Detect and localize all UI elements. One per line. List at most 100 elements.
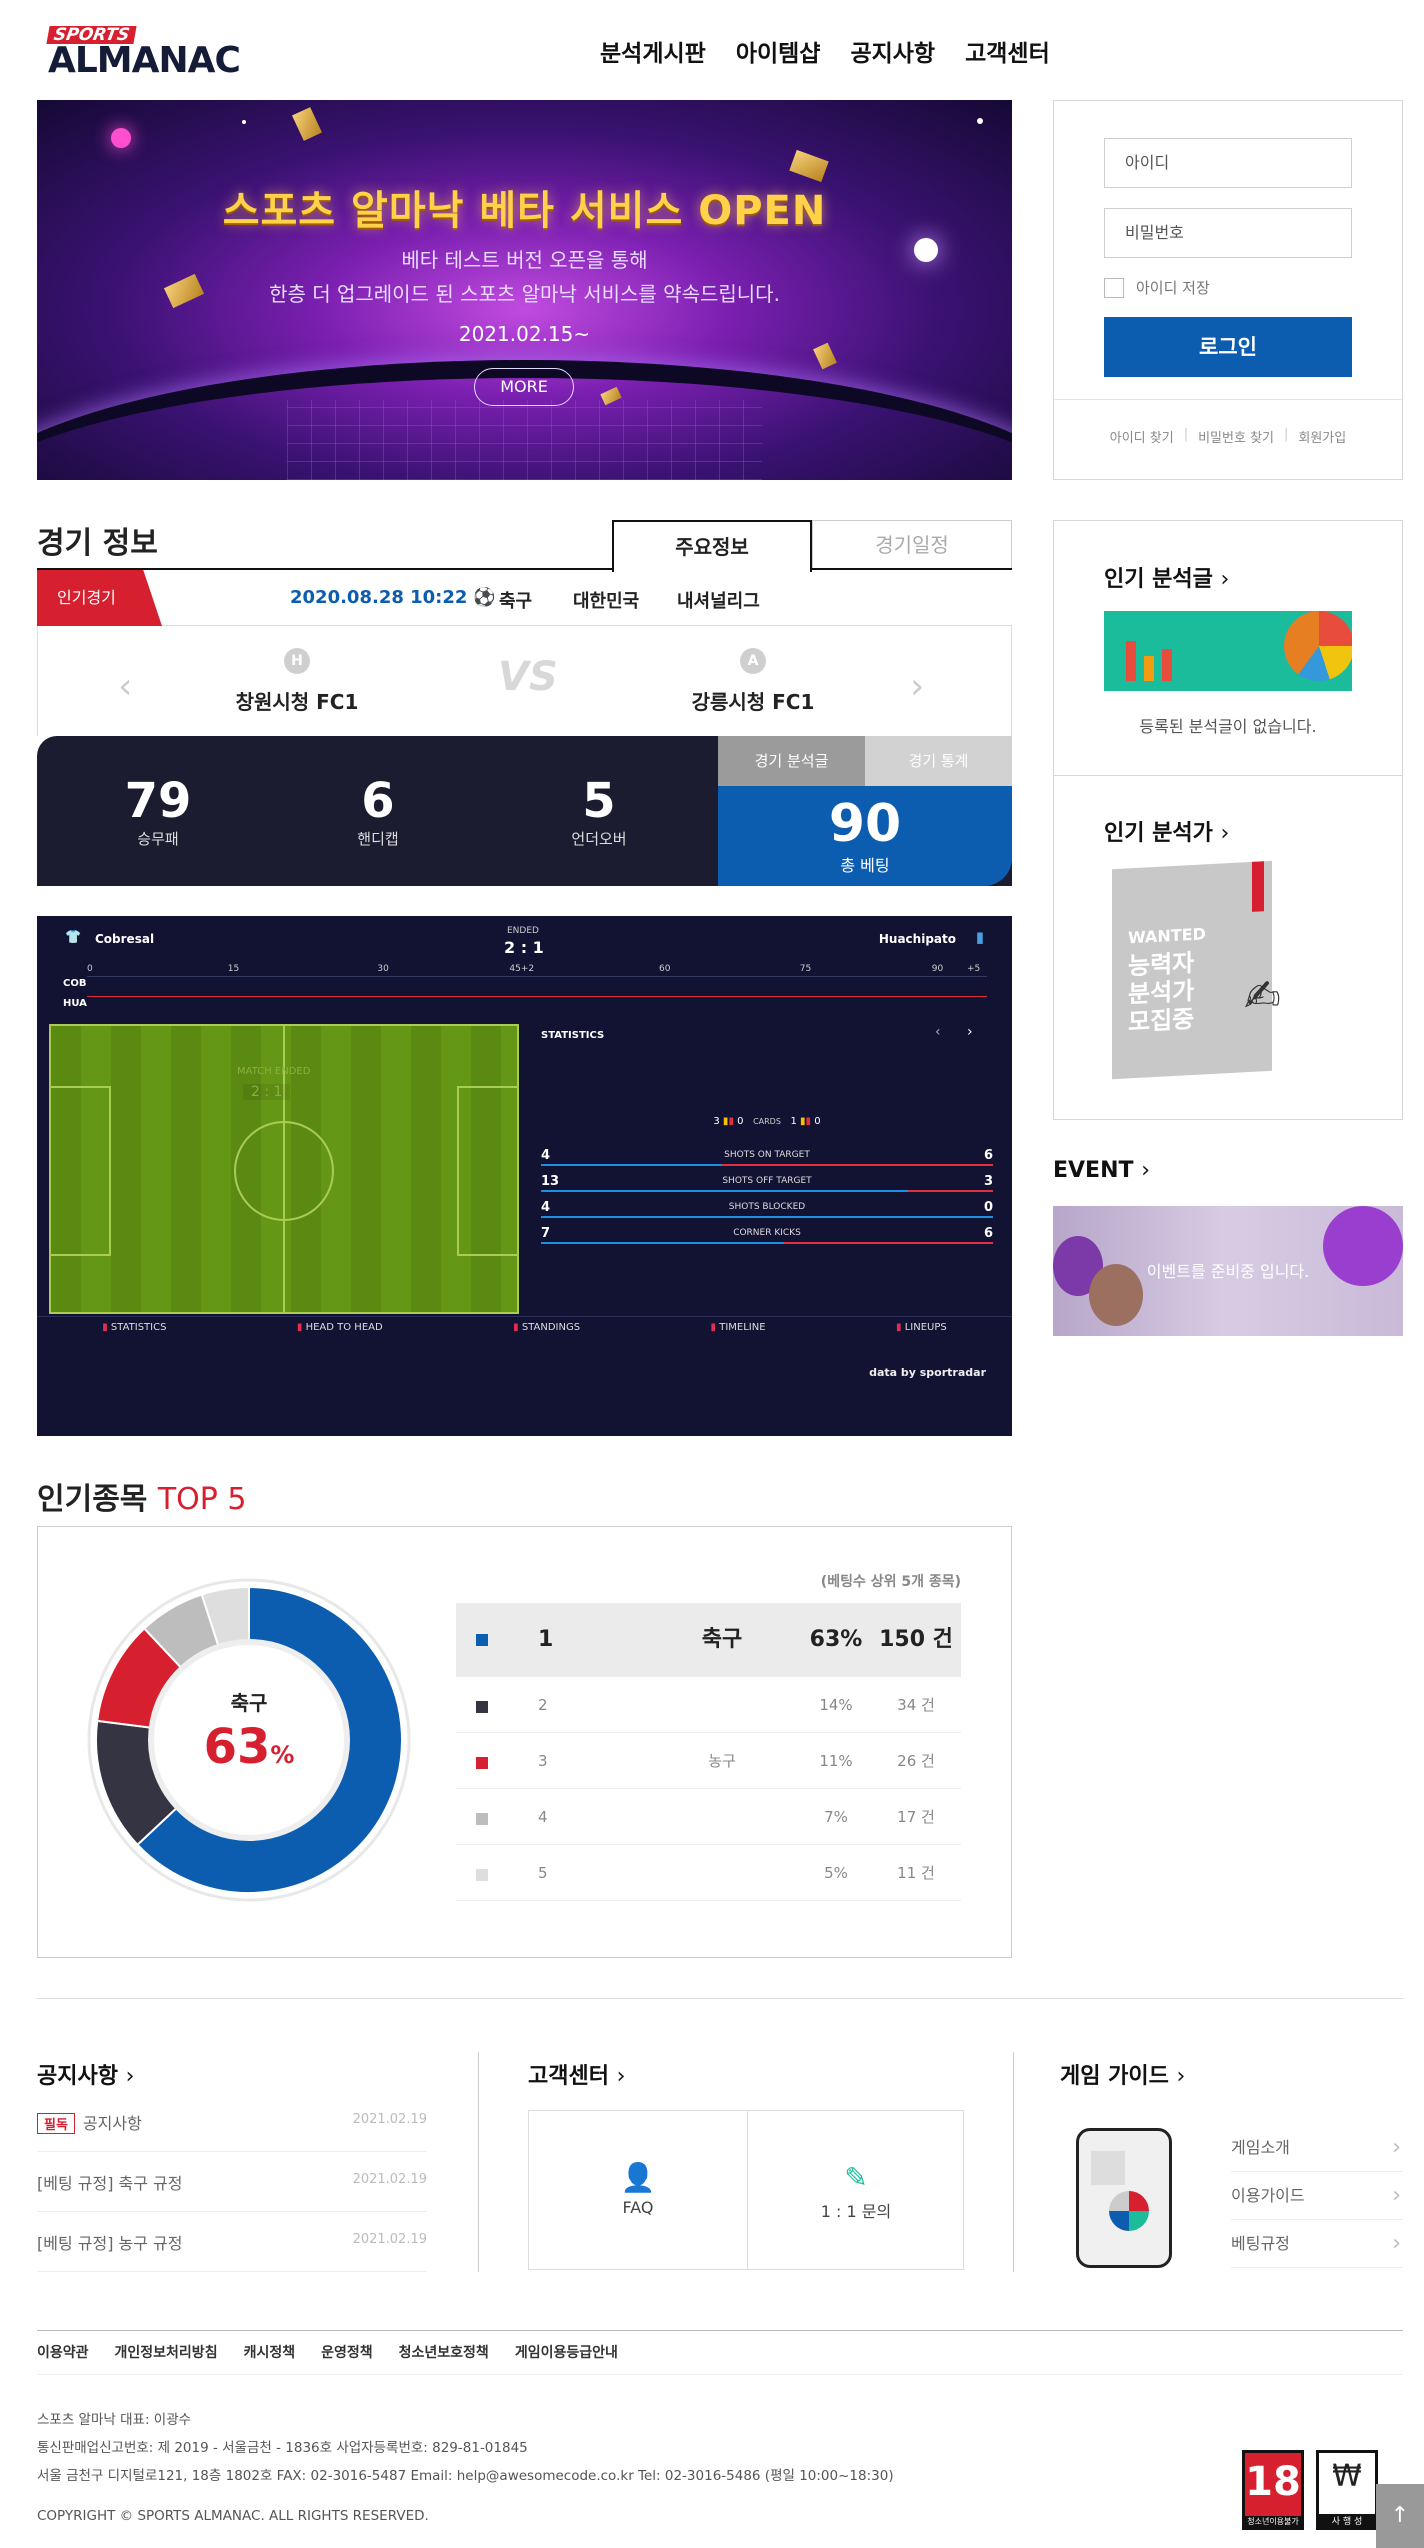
popular-analysts-title[interactable]: 인기 분석가 › [1104,815,1229,847]
privacy-link[interactable]: 개인정보처리방침 [114,2345,218,2361]
tab-underline [37,568,1012,570]
guide-usage-link[interactable]: 이용가이드 [1231,2172,1403,2220]
money-bag-icon: ₩ [1332,2459,1362,2494]
must-read-badge: 필독 [37,2113,75,2134]
chevron-right-icon: › [616,2064,626,2089]
hot-match-badge: 인기경기 [37,570,162,626]
terms-link[interactable]: 이용약관 [37,2345,89,2361]
faq-button[interactable]: 👤 FAQ [529,2111,747,2269]
site-logo[interactable]: SPORTS ALMANAC [46,25,241,81]
total-bet-label: 총 베팅 [840,856,890,875]
match-country: 대한민국 [573,591,640,612]
nav-notice[interactable]: 공지사항 [850,41,936,67]
timeline-tick: 15 [227,964,240,974]
rating-info-link[interactable]: 게임이용등급안내 [514,2345,618,2361]
login-button[interactable]: 로그인 [1104,317,1352,377]
sidebar-panel: 인기 분석글 › 등록된 분석글이 없습니다. 인기 분석가 › WANTED … [1053,520,1403,1120]
timeline-line [87,996,987,997]
nav-customer-center[interactable]: 고객센터 [965,41,1050,67]
widget-tab-standings[interactable]: STANDINGS [513,1322,580,1333]
checkbox-icon[interactable] [1104,277,1124,298]
password-input[interactable]: 비밀번호 [1104,208,1352,258]
home-yellow-cards: 3 [713,1116,720,1127]
donut-outer-ring [87,1578,411,1902]
rank: 3 [538,1752,548,1770]
match-analysis-button[interactable]: 경기 분석글 [718,736,865,786]
qna-button[interactable]: ✎ 1 : 1 문의 [747,2111,965,2269]
notice-item[interactable]: [베팅 규정] 농구 규정 2021.02.19 [37,2212,427,2272]
sport-name: 농구 [708,1752,736,1770]
wanted-poster: WANTED 능력자 분석가 모집중 [1112,860,1272,1080]
event-banner[interactable]: 이벤트를 준비중 입니다. [1053,1206,1403,1336]
age-label: 청소년이용불가 [1245,2516,1301,2527]
business-info: 통신판매업신고번호: 제 2019 - 서울금천 - 1836호 사업자등록번호… [37,2440,528,2456]
guide-betting-rules-link[interactable]: 베팅규정 [1231,2220,1403,2268]
analysis-illustration [1104,611,1352,691]
stats-prev-icon[interactable]: ‹ [935,1024,941,1040]
nav-item-shop[interactable]: 아이템샵 [735,41,821,67]
star-dot [977,118,983,124]
signup-link[interactable]: 회원가입 [1298,431,1347,446]
operation-policy-link[interactable]: 운영정책 [321,2345,373,2361]
event-title[interactable]: EVENT › [1053,1158,1150,1183]
banner-more-button[interactable]: MORE [474,368,574,406]
scroll-top-button[interactable]: ↑ [1376,2484,1424,2548]
nav-analysis-board[interactable]: 분석게시판 [600,41,706,67]
cs-label: 고객센터 [528,2064,609,2089]
guide-intro-link[interactable]: 게임소개 [1231,2124,1403,2172]
timeline-tick: 0 [87,964,93,974]
top5-row[interactable]: 4 7% 17 건 [456,1789,961,1845]
stat-label: SHOTS BLOCKED [728,1202,806,1212]
match-stats-button[interactable]: 경기 통계 [865,736,1012,786]
widget-home-team: Cobresal [95,932,155,946]
rank: 1 [538,1627,554,1652]
notice-item[interactable]: [베팅 규정] 축구 규정 2021.02.19 [37,2152,427,2212]
bet-count: 11 건 [897,1864,935,1882]
separator: | [1183,427,1189,442]
find-id-link[interactable]: 아이디 찾기 [1109,431,1174,446]
wanted-ko: 능력자 분석가 모집중 [1128,948,1195,1037]
donut-hole [157,1648,341,1832]
divider [1054,775,1402,776]
total-bet: 90 총 베팅 [718,796,1012,876]
prev-match-arrow-icon[interactable]: ‹ [118,666,133,707]
youth-policy-link[interactable]: 청소년보호정책 [398,2345,489,2361]
widget-tab-statistics[interactable]: STATISTICS [102,1322,167,1333]
pitch-diagram: MATCH ENDED 2 : 1 [49,1024,519,1314]
save-id-checkbox[interactable]: 아이디 저장 [1104,277,1210,298]
guide-title[interactable]: 게임 가이드 › [1060,2058,1185,2090]
popular-posts-title[interactable]: 인기 분석글 › [1104,561,1229,593]
tab-schedule[interactable]: 경기일정 [812,520,1012,568]
qna-icon: ✎ [844,2161,868,2194]
stat-home-bar [541,1242,785,1244]
main-nav: 분석게시판 아이템샵 공지사항 고객센터 [600,34,1050,68]
top5-row[interactable]: 5 5% 11 건 [456,1845,961,1901]
next-match-arrow-icon[interactable]: › [910,666,925,707]
confetti [813,342,837,370]
notice-item[interactable]: 필독 공지사항 2021.02.19 [37,2092,427,2152]
username-input[interactable]: 아이디 [1104,138,1352,188]
footer-links: 이용약관 개인정보처리방침 캐시정책 운영정책 청소년보호정책 게임이용등급안내 [37,2342,618,2362]
cs-title[interactable]: 고객센터 › [528,2058,625,2090]
stat-win-draw-lose: 79 승무패 [58,774,258,849]
event-label: EVENT [1053,1158,1134,1183]
notice-title[interactable]: 공지사항 › [37,2058,134,2090]
cash-policy-link[interactable]: 캐시정책 [243,2345,296,2361]
top5-row[interactable]: 3 농구 11% 26 건 [456,1733,961,1789]
widget-tab-timeline[interactable]: TIMELINE [711,1322,765,1333]
find-password-link[interactable]: 비밀번호 찾기 [1198,431,1274,446]
promo-banner[interactable]: 스포츠 알마낙 베타 서비스 OPEN 베타 테스트 버전 오픈을 통해 한층 … [37,100,1012,480]
logo-almanac: ALMANAC [48,40,241,81]
widget-tab-head-to-head[interactable]: HEAD TO HEAD [297,1322,383,1333]
away-team-name: 강릉시청 FC1 [691,690,815,714]
share-pct: 7% [824,1808,848,1826]
chevron-right-icon: › [1176,2064,1186,2089]
phone-illustration [1076,2128,1172,2268]
column-divider [478,2052,479,2272]
top5-row[interactable]: 2 14% 34 건 [456,1677,961,1733]
tab-main-info[interactable]: 주요정보 [612,520,812,572]
stats-next-icon[interactable]: › [967,1024,973,1040]
top5-row[interactable]: 1 축구 63% 150 건 [456,1603,961,1677]
widget-tab-lineups[interactable]: LINEUPS [896,1322,947,1333]
away-red-cards: 0 [814,1116,821,1127]
